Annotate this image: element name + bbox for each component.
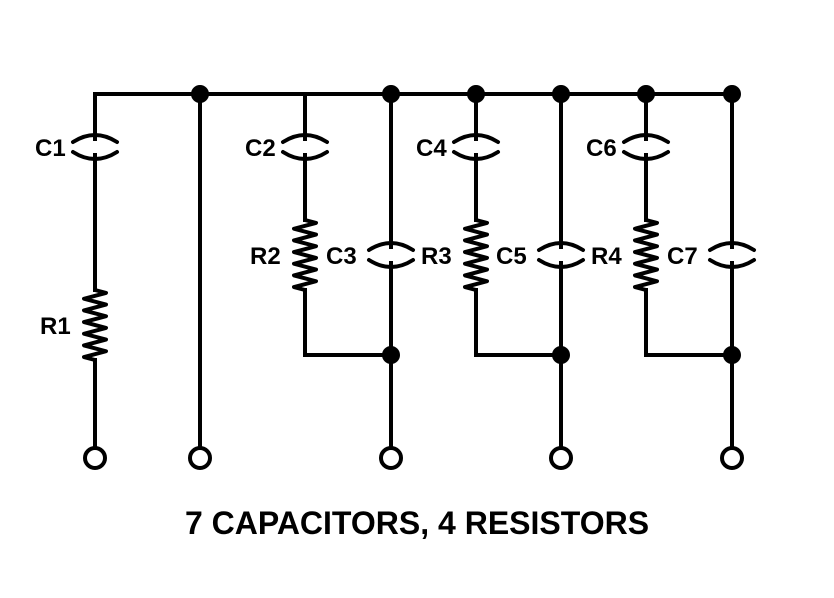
component-label: C3 [326, 243, 357, 271]
component-label: R3 [421, 243, 452, 271]
component-label: C2 [245, 135, 276, 163]
component-label: R4 [591, 243, 622, 271]
circuit-canvas: C1 C2 C4 C6 C3 C5 C7 R1 R2 R3 R4 7 CAPACITORS, 4 R… [0, 0, 834, 598]
component-label: C5 [496, 243, 527, 271]
component-label: C1 [35, 135, 66, 163]
component-label: R2 [250, 243, 281, 271]
diagram-title: 7 CAPACITORS, 4 RESISTORS [0, 505, 834, 542]
component-label: C6 [586, 135, 617, 163]
component-label: C4 [416, 135, 447, 163]
component-label: R1 [40, 313, 71, 341]
component-label: C7 [667, 243, 698, 271]
